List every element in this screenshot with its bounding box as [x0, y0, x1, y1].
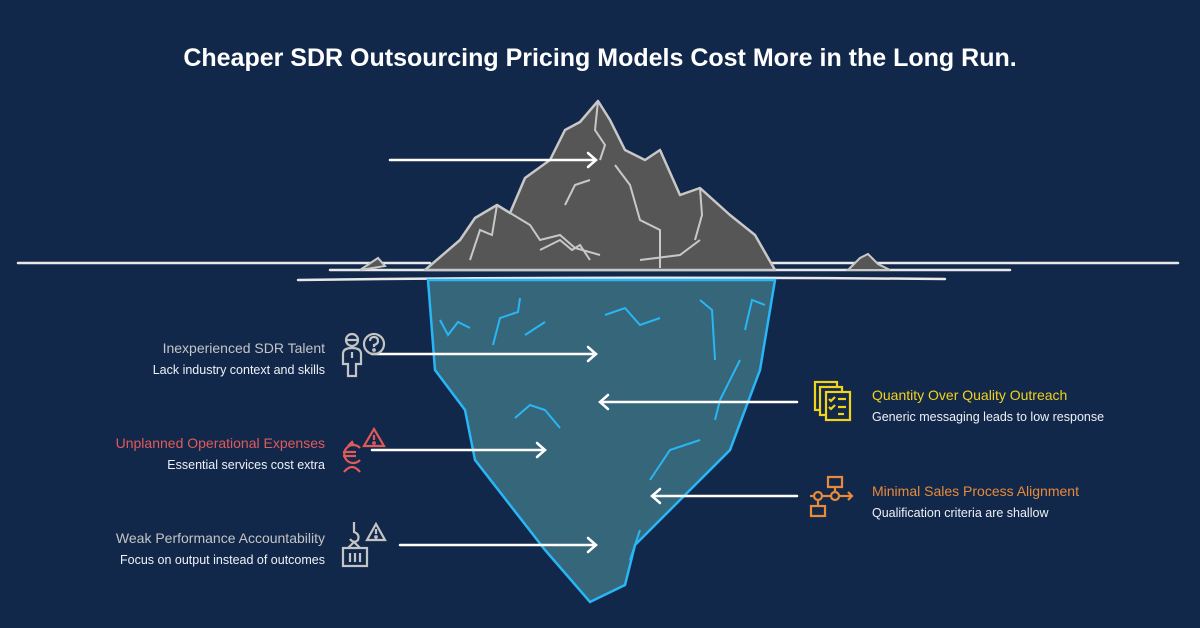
waterline-lower — [296, 276, 947, 282]
arrow-top — [388, 151, 598, 169]
arrow-accountability — [398, 536, 598, 554]
item-subtext: Qualification criteria are shallow — [872, 506, 1049, 520]
item-minimal-process-alignment: Minimal Sales Process Alignment Qualific… — [872, 483, 1200, 520]
item-unplanned-expenses: Unplanned Operational Expenses Essential… — [0, 435, 325, 472]
item-heading: Quantity Over Quality Outreach — [872, 387, 1068, 403]
ice-chunk-right — [845, 252, 891, 271]
arrow-process — [650, 487, 799, 505]
item-subtext: Essential services cost extra — [167, 458, 325, 472]
item-subtext: Focus on output instead of outcomes — [120, 553, 325, 567]
item-subtext: Lack industry context and skills — [152, 363, 325, 377]
arrow-talent — [370, 345, 598, 363]
flowchart-icon — [809, 475, 854, 518]
euro-warning-icon — [343, 426, 386, 473]
item-weak-accountability: Weak Performance Accountability Focus on… — [0, 530, 325, 567]
hook-crate-warning-icon — [341, 521, 387, 568]
item-heading: Minimal Sales Process Alignment — [872, 483, 1079, 499]
arrow-expenses — [370, 441, 547, 459]
checklist-stack-icon — [813, 380, 852, 422]
item-inexperienced-talent: Inexperienced SDR Talent Lack industry c… — [0, 340, 325, 377]
arrows — [370, 151, 799, 554]
ice-chunk-left — [359, 256, 387, 271]
iceberg-top-ridges — [469, 100, 704, 268]
item-quantity-over-quality: Quantity Over Quality Outreach Generic m… — [872, 387, 1200, 424]
item-heading: Inexperienced SDR Talent — [162, 340, 325, 356]
item-heading: Unplanned Operational Expenses — [115, 435, 325, 451]
page-title: Cheaper SDR Outsourcing Pricing Models C… — [183, 44, 1017, 72]
arrow-quantity — [598, 393, 799, 411]
iceberg-underwater — [426, 278, 777, 604]
confused-person-icon — [341, 332, 386, 378]
item-heading: Weak Performance Accountability — [115, 530, 325, 546]
iceberg-top — [423, 99, 777, 272]
iceberg-cracks — [439, 297, 766, 561]
item-subtext: Generic messaging leads to low response — [872, 410, 1105, 424]
